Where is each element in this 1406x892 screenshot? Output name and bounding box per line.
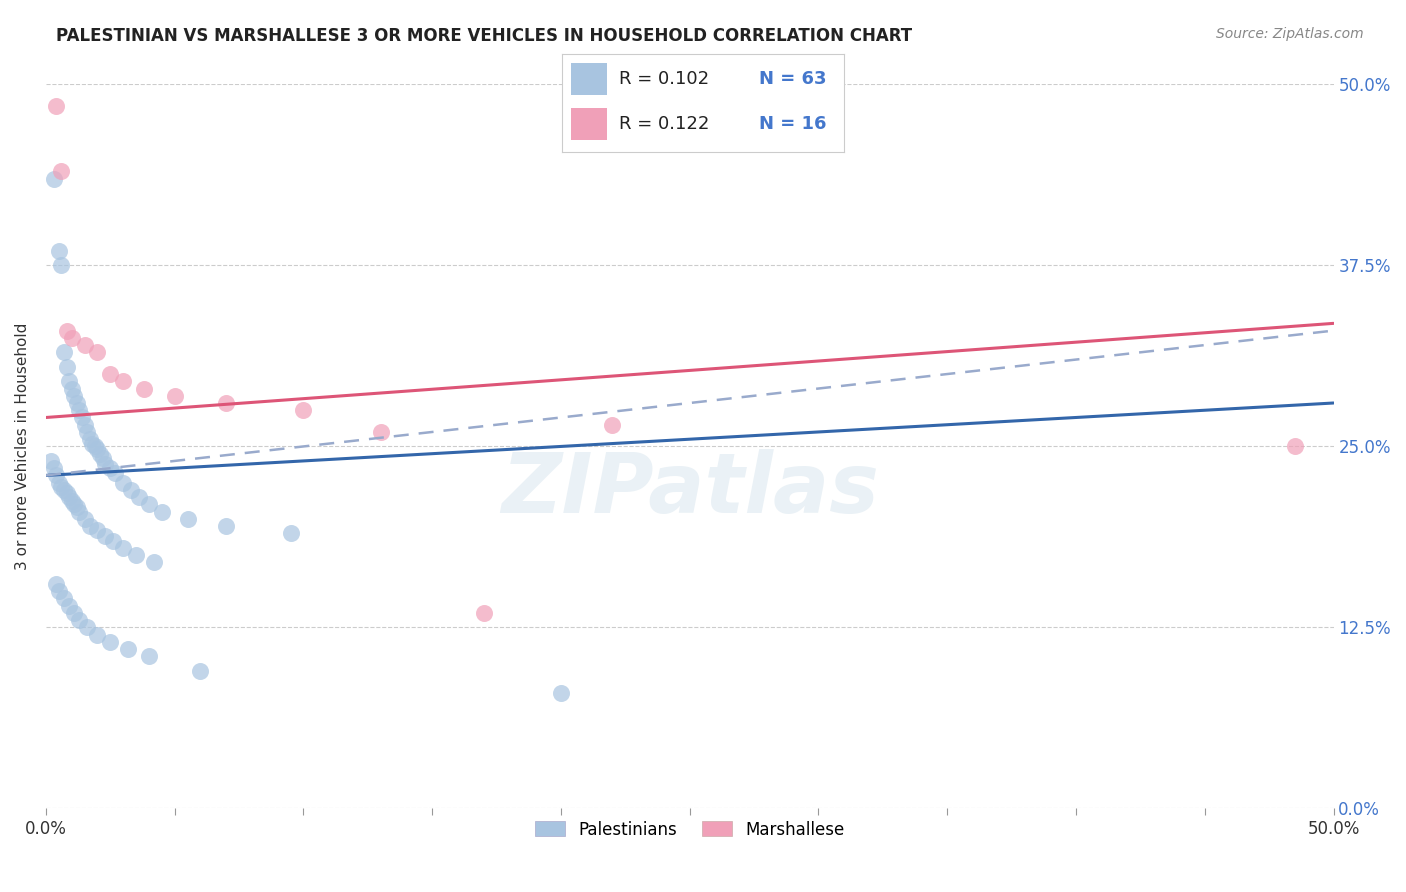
- Point: [91, 450, 114, 465]
- Point: [73, 512, 96, 526]
- Point: [53, 345, 76, 359]
- Point: [138, 497, 160, 511]
- Point: [86, 345, 108, 359]
- Point: [58, 490, 80, 504]
- Point: [104, 466, 127, 480]
- Point: [60, 382, 83, 396]
- Bar: [571, 63, 607, 95]
- Bar: [571, 109, 607, 140]
- Point: [83, 439, 105, 453]
- Legend: Palestinians, Marshallese: Palestinians, Marshallese: [530, 815, 849, 844]
- Point: [53, 483, 76, 497]
- Point: [45, 99, 67, 113]
- Text: R = 0.122: R = 0.122: [619, 115, 709, 133]
- Point: [280, 526, 302, 541]
- Point: [48, 244, 70, 258]
- Point: [69, 613, 91, 627]
- Text: ZIPatlas: ZIPatlas: [501, 450, 879, 531]
- Point: [120, 483, 142, 497]
- Point: [60, 494, 83, 508]
- Point: [55, 359, 77, 374]
- Point: [98, 367, 121, 381]
- Point: [1284, 439, 1306, 453]
- Point: [51, 480, 73, 494]
- Point: [63, 497, 86, 511]
- Point: [51, 164, 73, 178]
- Point: [58, 374, 80, 388]
- Point: [176, 512, 198, 526]
- Point: [132, 382, 155, 396]
- Point: [112, 475, 135, 490]
- Point: [53, 591, 76, 606]
- Text: N = 16: N = 16: [759, 115, 827, 133]
- Point: [55, 324, 77, 338]
- Point: [86, 628, 108, 642]
- Point: [89, 447, 111, 461]
- Point: [602, 417, 624, 432]
- Point: [73, 338, 96, 352]
- Point: [86, 442, 108, 457]
- Point: [66, 500, 89, 515]
- Point: [101, 533, 124, 548]
- Point: [76, 425, 98, 439]
- Point: [79, 519, 101, 533]
- Point: [150, 505, 173, 519]
- Point: [45, 577, 67, 591]
- Point: [215, 396, 238, 410]
- Point: [63, 389, 86, 403]
- Y-axis label: 3 or more Vehicles in Household: 3 or more Vehicles in Household: [15, 323, 30, 570]
- Text: N = 63: N = 63: [759, 70, 827, 88]
- Point: [112, 374, 135, 388]
- Point: [112, 541, 135, 555]
- Point: [48, 584, 70, 599]
- Point: [48, 475, 70, 490]
- Point: [94, 457, 117, 471]
- Text: Source: ZipAtlas.com: Source: ZipAtlas.com: [1216, 27, 1364, 41]
- Point: [73, 417, 96, 432]
- Point: [66, 396, 89, 410]
- Point: [163, 389, 186, 403]
- Point: [86, 524, 108, 538]
- Point: [58, 599, 80, 613]
- Point: [70, 410, 93, 425]
- Point: [292, 403, 315, 417]
- Point: [117, 642, 139, 657]
- Point: [143, 555, 166, 569]
- Point: [76, 620, 98, 634]
- Point: [45, 468, 67, 483]
- Point: [98, 461, 121, 475]
- Point: [190, 664, 212, 678]
- Point: [472, 606, 495, 620]
- Point: [98, 635, 121, 649]
- Point: [215, 519, 238, 533]
- Point: [69, 505, 91, 519]
- Point: [63, 606, 86, 620]
- Text: PALESTINIAN VS MARSHALLESE 3 OR MORE VEHICLES IN HOUSEHOLD CORRELATION CHART: PALESTINIAN VS MARSHALLESE 3 OR MORE VEH…: [56, 27, 912, 45]
- Point: [51, 259, 73, 273]
- Point: [550, 685, 572, 699]
- Point: [82, 436, 104, 450]
- Point: [370, 425, 392, 439]
- Point: [125, 548, 148, 562]
- Point: [138, 649, 160, 664]
- Point: [39, 454, 62, 468]
- Point: [69, 403, 91, 417]
- Text: R = 0.102: R = 0.102: [619, 70, 709, 88]
- Point: [55, 485, 77, 500]
- Point: [42, 461, 65, 475]
- Point: [128, 490, 150, 504]
- Point: [60, 331, 83, 345]
- Point: [94, 529, 117, 543]
- Point: [42, 171, 65, 186]
- Point: [79, 432, 101, 446]
